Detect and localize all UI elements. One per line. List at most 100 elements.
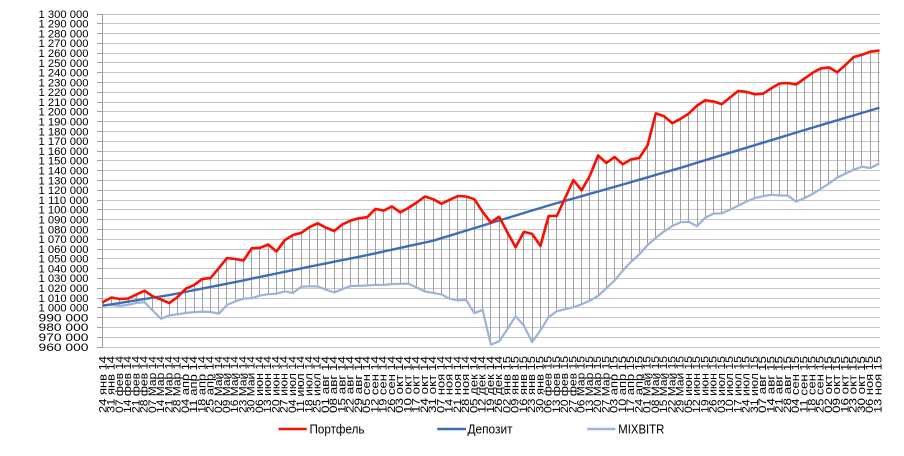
svg-text:18 сен 15: 18 сен 15 bbox=[807, 356, 819, 413]
svg-text:19 сен 14: 19 сен 14 bbox=[378, 356, 390, 413]
svg-text:30 Май 14: 30 Май 14 bbox=[246, 356, 258, 413]
svg-text:14 Мар 14: 14 Мар 14 bbox=[155, 356, 167, 413]
svg-text:1 070 000: 1 070 000 bbox=[39, 234, 89, 246]
svg-text:Депозит: Депозит bbox=[468, 423, 513, 437]
svg-text:22 авг 14: 22 авг 14 bbox=[345, 356, 357, 413]
svg-text:1 210 000: 1 210 000 bbox=[39, 97, 89, 109]
svg-text:04 сен 15: 04 сен 15 bbox=[790, 356, 802, 413]
svg-text:20 фев 15: 20 фев 15 bbox=[559, 356, 571, 413]
svg-text:30 окт 15: 30 окт 15 bbox=[856, 356, 868, 413]
svg-text:02 Май 14: 02 Май 14 bbox=[213, 356, 225, 413]
svg-text:980 000: 980 000 bbox=[39, 322, 89, 334]
svg-text:09 Май 14: 09 Май 14 bbox=[221, 356, 233, 413]
svg-text:1 150 000: 1 150 000 bbox=[39, 156, 89, 168]
svg-text:15 авг 14: 15 авг 14 bbox=[336, 356, 348, 413]
svg-text:25 июл 14: 25 июл 14 bbox=[312, 356, 324, 413]
svg-text:19 июн 15: 19 июн 15 bbox=[699, 356, 711, 413]
svg-text:25 апр 14: 25 апр 14 bbox=[205, 356, 217, 413]
svg-text:970 000: 970 000 bbox=[39, 332, 89, 344]
svg-text:1 140 000: 1 140 000 bbox=[39, 166, 89, 178]
svg-text:29 Май 15: 29 Май 15 bbox=[675, 356, 687, 413]
svg-text:20 июн 14: 20 июн 14 bbox=[271, 356, 283, 413]
svg-text:1 290 000: 1 290 000 bbox=[39, 19, 89, 31]
svg-text:1 030 000: 1 030 000 bbox=[39, 273, 89, 285]
svg-text:990 000: 990 000 bbox=[39, 312, 89, 324]
svg-text:07 авг 15: 07 авг 15 bbox=[757, 356, 769, 413]
svg-text:26 сен 14: 26 сен 14 bbox=[386, 356, 398, 413]
svg-text:1 060 000: 1 060 000 bbox=[39, 244, 89, 256]
svg-text:21 фев 14: 21 фев 14 bbox=[130, 356, 142, 413]
svg-text:21 Мар 14: 21 Мар 14 bbox=[163, 356, 175, 413]
svg-text:15 Май 15: 15 Май 15 bbox=[658, 356, 670, 413]
svg-text:12 июн 15: 12 июн 15 bbox=[691, 356, 703, 413]
svg-text:12 сен 14: 12 сен 14 bbox=[369, 356, 381, 413]
svg-text:1 180 000: 1 180 000 bbox=[39, 126, 89, 138]
svg-text:24 окт 14: 24 окт 14 bbox=[419, 356, 431, 413]
svg-text:22 Май 15: 22 Май 15 bbox=[666, 356, 678, 413]
svg-text:09 окт 15: 09 окт 15 bbox=[831, 356, 843, 413]
svg-text:27 Мар 15: 27 Мар 15 bbox=[600, 356, 612, 413]
svg-text:1 040 000: 1 040 000 bbox=[39, 263, 89, 275]
svg-text:09 янв 15: 09 янв 15 bbox=[510, 356, 522, 413]
svg-text:24 июл 15: 24 июл 15 bbox=[741, 356, 753, 413]
svg-text:01 Май 15: 01 Май 15 bbox=[642, 356, 654, 413]
svg-text:1 170 000: 1 170 000 bbox=[39, 136, 89, 148]
svg-text:1 230 000: 1 230 000 bbox=[39, 77, 89, 89]
svg-text:02 окт 15: 02 окт 15 bbox=[823, 356, 835, 413]
svg-text:16 Май 14: 16 Май 14 bbox=[229, 356, 241, 413]
svg-text:08 авг 14: 08 авг 14 bbox=[328, 356, 340, 413]
svg-text:31 окт 14: 31 окт 14 bbox=[427, 356, 439, 413]
svg-text:17 апр 15: 17 апр 15 bbox=[625, 356, 637, 413]
svg-text:05 июн 15: 05 июн 15 bbox=[683, 356, 695, 413]
svg-text:12 дек 14: 12 дек 14 bbox=[477, 356, 489, 413]
svg-text:31 янв 14: 31 янв 14 bbox=[106, 356, 118, 413]
svg-text:30 янв 15: 30 янв 15 bbox=[534, 356, 546, 413]
svg-text:28 Мар 14: 28 Мар 14 bbox=[172, 356, 184, 413]
svg-text:21 авг 15: 21 авг 15 bbox=[774, 356, 786, 413]
svg-text:28 авг 15: 28 авг 15 bbox=[782, 356, 794, 413]
svg-text:11 сен 15: 11 сен 15 bbox=[798, 356, 810, 413]
svg-text:17 июл 15: 17 июл 15 bbox=[732, 356, 744, 413]
svg-text:18 апр 14: 18 апр 14 bbox=[196, 356, 208, 413]
svg-text:07 ноя 14: 07 ноя 14 bbox=[435, 356, 447, 413]
svg-text:1 160 000: 1 160 000 bbox=[39, 146, 89, 158]
svg-text:28 фев 14: 28 фев 14 bbox=[139, 356, 151, 413]
svg-text:1 240 000: 1 240 000 bbox=[39, 68, 89, 80]
svg-text:07 фев 14: 07 фев 14 bbox=[114, 356, 126, 413]
svg-text:10 окт 14: 10 окт 14 bbox=[402, 356, 414, 413]
svg-text:16 янв 15: 16 янв 15 bbox=[518, 356, 530, 413]
svg-text:1 130 000: 1 130 000 bbox=[39, 175, 89, 187]
svg-text:1 220 000: 1 220 000 bbox=[39, 87, 89, 99]
svg-text:06 Мар 15: 06 Мар 15 bbox=[576, 356, 588, 413]
svg-text:02 янв 15: 02 янв 15 bbox=[501, 356, 513, 413]
svg-text:1 250 000: 1 250 000 bbox=[39, 58, 89, 70]
svg-text:13 Мар 15: 13 Мар 15 bbox=[584, 356, 596, 413]
svg-text:04 апр 14: 04 апр 14 bbox=[180, 356, 192, 413]
svg-text:1 100 000: 1 100 000 bbox=[39, 205, 89, 217]
svg-text:26 дек 14: 26 дек 14 bbox=[493, 356, 505, 413]
svg-text:1 190 000: 1 190 000 bbox=[39, 117, 89, 129]
svg-text:1 120 000: 1 120 000 bbox=[39, 185, 89, 197]
svg-text:1 010 000: 1 010 000 bbox=[39, 293, 89, 305]
svg-text:1 260 000: 1 260 000 bbox=[39, 48, 89, 60]
svg-text:01 авг 14: 01 авг 14 bbox=[320, 356, 332, 413]
svg-text:27 июн 14: 27 июн 14 bbox=[279, 356, 291, 413]
svg-text:06 ноя 15: 06 ноя 15 bbox=[864, 356, 876, 413]
svg-text:23 окт 15: 23 окт 15 bbox=[848, 356, 860, 413]
svg-text:21 ноя 14: 21 ноя 14 bbox=[452, 356, 464, 413]
svg-text:13 июн 14: 13 июн 14 bbox=[262, 356, 274, 413]
svg-text:1 300 000: 1 300 000 bbox=[39, 9, 89, 21]
svg-text:04 июл 14: 04 июл 14 bbox=[287, 356, 299, 413]
svg-text:20 Мар 15: 20 Мар 15 bbox=[592, 356, 604, 413]
svg-text:18 июл 14: 18 июл 14 bbox=[304, 356, 316, 413]
svg-text:24 янв 14: 24 янв 14 bbox=[97, 356, 109, 413]
svg-text:1 200 000: 1 200 000 bbox=[39, 107, 89, 119]
svg-text:14 ноя 14: 14 ноя 14 bbox=[444, 356, 456, 413]
svg-text:Портфель: Портфель bbox=[310, 423, 365, 437]
svg-text:27 фев 15: 27 фев 15 bbox=[567, 356, 579, 413]
svg-text:03 апр 15: 03 апр 15 bbox=[609, 356, 621, 413]
svg-text:03 июл 15: 03 июл 15 bbox=[716, 356, 728, 413]
svg-text:06 фев 15: 06 фев 15 bbox=[543, 356, 555, 413]
svg-text:31 июл 15: 31 июл 15 bbox=[749, 356, 761, 413]
svg-text:24 апр 15: 24 апр 15 bbox=[633, 356, 645, 413]
